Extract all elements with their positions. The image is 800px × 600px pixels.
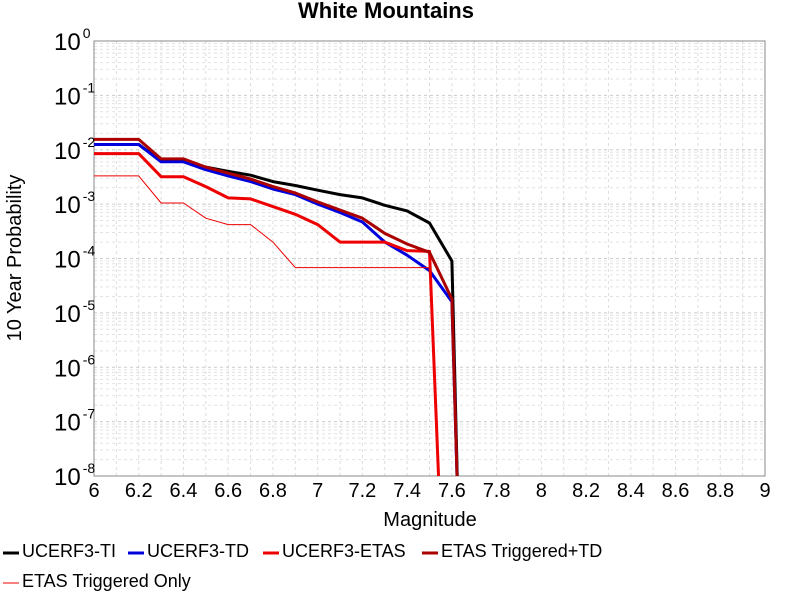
legend-label: ETAS Triggered+TD [441, 541, 602, 561]
chart-title: White Mountains [298, 0, 474, 23]
legend-label: UCERF3-TI [22, 541, 116, 561]
y-tick-label: 10 -6 [54, 351, 95, 382]
y-tick-label: 10 -1 [54, 79, 95, 110]
series-line-2 [94, 143, 459, 476]
x-tick-label: 7.8 [483, 480, 511, 502]
x-tick-label: 9 [759, 480, 770, 502]
series-line-3 [94, 152, 441, 476]
y-tick-label: 10 -7 [54, 406, 95, 437]
legend: UCERF3-TI UCERF3-TD UCERF3-ETAS ETAS Trigge… [3, 541, 602, 591]
x-tick-label: 7.2 [348, 480, 376, 502]
x-tick-label: 8.2 [572, 480, 600, 502]
x-tick-label: 6.6 [214, 480, 242, 502]
x-axis-ticks: 6 6.2 6.4 6.6 6.8 7 7.2 7.4 7.6 7.8 8 8.2 8.4 8.6 8.8 9 [88, 480, 770, 502]
x-tick-label: 6.4 [170, 480, 198, 502]
y-tick-label: 10 -3 [54, 188, 95, 219]
x-tick-label: 7.6 [438, 480, 466, 502]
x-tick-label: 6.2 [125, 480, 153, 502]
x-tick-label: 8 [536, 480, 547, 502]
y-tick-label: 10 -2 [54, 134, 95, 165]
x-tick-label: 8.8 [706, 480, 734, 502]
series-line-1 [94, 143, 459, 476]
legend-label: ETAS Triggered Only [22, 571, 191, 591]
x-tick-label: 8.6 [662, 480, 690, 502]
plot-area-border [93, 40, 766, 477]
x-tick-label: 6.8 [259, 480, 287, 502]
y-axis-label: 10 Year Probability [4, 175, 26, 342]
x-tick-label: 6 [88, 480, 99, 502]
x-tick-label: 7.4 [393, 480, 421, 502]
y-tick-label: 10 0 [54, 25, 91, 56]
y-tick-label: 10 -5 [54, 297, 95, 328]
y-tick-label: 10 -4 [54, 243, 95, 274]
grid [93, 41, 766, 477]
y-tick-label: 10 -8 [54, 460, 95, 491]
series-line-5 [94, 175, 430, 269]
series-layer [94, 137, 459, 476]
x-tick-label: 7 [312, 480, 323, 502]
x-tick-label: 8.4 [617, 480, 645, 502]
series-line-4 [94, 137, 459, 476]
x-axis-label: Magnitude [383, 509, 476, 531]
legend-label: UCERF3-ETAS [282, 541, 406, 561]
legend-label: UCERF3-TD [147, 541, 249, 561]
